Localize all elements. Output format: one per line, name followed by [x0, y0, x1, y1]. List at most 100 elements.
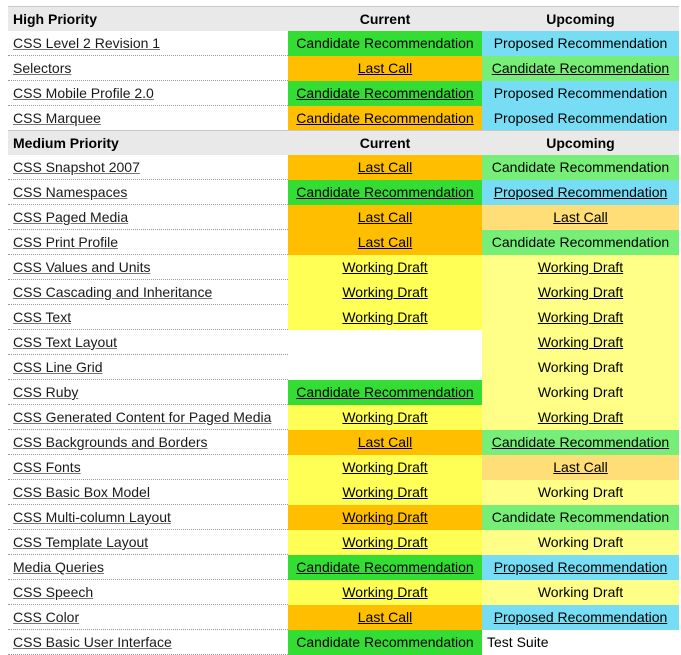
- upcoming-status-cell[interactable]: Candidate Recommendation: [482, 429, 679, 455]
- upcoming-status-link[interactable]: Working Draft: [537, 284, 624, 300]
- current-status-link[interactable]: Last Call: [357, 60, 413, 76]
- current-status-cell[interactable]: Last Call: [288, 429, 482, 455]
- upcoming-status-cell[interactable]: Working Draft: [482, 329, 679, 355]
- upcoming-status-cell: Proposed Recommendation: [482, 80, 679, 106]
- spec-link[interactable]: CSS Paged Media: [13, 209, 129, 225]
- current-status-cell[interactable]: Working Draft: [288, 529, 482, 555]
- current-status-link[interactable]: Last Call: [357, 609, 413, 625]
- spec-link[interactable]: CSS Speech: [13, 584, 94, 600]
- spec-link[interactable]: CSS Generated Content for Paged Media: [13, 409, 272, 425]
- spec-name-cell: CSS Speech: [8, 579, 288, 605]
- spec-link[interactable]: Media Queries: [13, 559, 105, 575]
- current-status-link[interactable]: Candidate Recommendation: [296, 384, 474, 400]
- current-status-cell[interactable]: Last Call: [288, 229, 482, 255]
- upcoming-status-link[interactable]: Working Draft: [537, 309, 624, 325]
- current-status-cell[interactable]: Working Draft: [288, 254, 482, 280]
- current-status-cell[interactable]: Candidate Recommendation: [288, 554, 482, 580]
- current-status-link[interactable]: Working Draft: [342, 584, 428, 600]
- current-status-cell[interactable]: Working Draft: [288, 279, 482, 305]
- current-status-link[interactable]: Candidate Recommendation: [296, 559, 474, 575]
- current-status-link[interactable]: Last Call: [357, 209, 413, 225]
- spec-link[interactable]: CSS Namespaces: [13, 184, 128, 200]
- upcoming-status-cell[interactable]: Proposed Recommendation: [482, 179, 679, 205]
- upcoming-status-cell[interactable]: Working Draft: [482, 404, 679, 430]
- spec-link[interactable]: CSS Snapshot 2007: [13, 159, 140, 175]
- spec-link[interactable]: CSS Fonts: [13, 459, 81, 475]
- upcoming-status-link[interactable]: Working Draft: [537, 259, 624, 275]
- spec-link[interactable]: CSS Color: [13, 609, 80, 625]
- current-status-link[interactable]: Working Draft: [342, 509, 428, 525]
- current-status-cell[interactable]: Working Draft: [288, 579, 482, 605]
- spec-link[interactable]: CSS Marquee: [13, 110, 101, 126]
- spec-link[interactable]: CSS Text: [13, 309, 72, 325]
- current-status-cell[interactable]: Working Draft: [288, 304, 482, 330]
- current-status-cell[interactable]: Working Draft: [288, 479, 482, 505]
- current-status-cell[interactable]: Working Draft: [288, 454, 482, 480]
- current-status-link[interactable]: Working Draft: [342, 309, 428, 325]
- upcoming-status-link[interactable]: Candidate Recommendation: [491, 60, 670, 76]
- spec-link[interactable]: CSS Values and Units: [13, 259, 151, 275]
- spec-name-cell: CSS Color: [8, 604, 288, 630]
- spec-link[interactable]: CSS Basic User Interface: [13, 634, 172, 650]
- upcoming-status-cell[interactable]: Working Draft: [482, 279, 679, 305]
- current-status-link[interactable]: Working Draft: [342, 484, 428, 500]
- current-status-cell[interactable]: Working Draft: [288, 404, 482, 430]
- spec-name-cell: CSS Mobile Profile 2.0: [8, 80, 288, 106]
- current-status-link[interactable]: Working Draft: [342, 284, 428, 300]
- current-status-cell[interactable]: Working Draft: [288, 504, 482, 530]
- spec-link[interactable]: CSS Level 2 Revision 1: [13, 35, 161, 51]
- spec-link[interactable]: CSS Mobile Profile 2.0: [13, 85, 154, 101]
- spec-link[interactable]: CSS Basic Box Model: [13, 484, 150, 500]
- upcoming-status-cell[interactable]: Proposed Recommendation: [482, 604, 679, 630]
- current-status-cell[interactable]: Last Call: [288, 155, 482, 180]
- upcoming-status-link[interactable]: Working Draft: [537, 409, 624, 425]
- spec-link[interactable]: CSS Line Grid: [13, 359, 103, 375]
- spec-link[interactable]: CSS Template Layout: [13, 534, 149, 550]
- current-status-link[interactable]: Candidate Recommendation: [296, 184, 474, 200]
- spec-name-cell: CSS Basic User Interface: [8, 629, 288, 655]
- spec-row: CSS Paged Media Last Call Last Call: [8, 204, 679, 230]
- upcoming-status-cell[interactable]: Last Call: [482, 204, 679, 230]
- group-title: Medium Priority: [8, 130, 288, 155]
- upcoming-status-link[interactable]: Proposed Recommendation: [493, 184, 668, 200]
- spec-link[interactable]: CSS Ruby: [13, 384, 79, 400]
- spec-link[interactable]: Selectors: [13, 60, 72, 76]
- upcoming-status-link[interactable]: Working Draft: [537, 334, 624, 350]
- current-status-cell[interactable]: Last Call: [288, 204, 482, 230]
- current-status-link[interactable]: Working Draft: [342, 259, 428, 275]
- spec-link[interactable]: CSS Print Profile: [13, 234, 119, 250]
- current-status-link[interactable]: Candidate Recommendation: [296, 85, 474, 101]
- upcoming-status-link[interactable]: Last Call: [553, 209, 608, 225]
- upcoming-status-cell: Working Draft: [482, 379, 679, 405]
- upcoming-status-cell[interactable]: Working Draft: [482, 254, 679, 280]
- current-status-link[interactable]: Last Call: [357, 159, 413, 176]
- spec-row: CSS Print Profile Last Call Candidate Reco…: [8, 229, 679, 255]
- spec-link[interactable]: CSS Backgrounds and Borders: [13, 434, 208, 450]
- current-status-link[interactable]: Working Draft: [342, 459, 428, 475]
- upcoming-status-link[interactable]: Proposed Recommendation: [493, 609, 668, 625]
- spec-link[interactable]: CSS Cascading and Inheritance: [13, 284, 213, 300]
- spec-link[interactable]: CSS Text Layout: [13, 334, 118, 350]
- current-status-cell[interactable]: Candidate Recommendation: [288, 179, 482, 205]
- upcoming-status-cell[interactable]: Working Draft: [482, 304, 679, 330]
- upcoming-status-link[interactable]: Candidate Recommendation: [491, 434, 670, 450]
- upcoming-status-cell[interactable]: Last Call: [482, 454, 679, 480]
- current-status-text: Candidate Recommendation: [296, 634, 474, 650]
- upcoming-status-cell[interactable]: Proposed Recommendation: [482, 554, 679, 580]
- upcoming-status-link[interactable]: Proposed Recommendation: [493, 559, 668, 575]
- upcoming-status-cell[interactable]: Candidate Recommendation: [482, 55, 679, 81]
- current-status-cell[interactable]: Candidate Recommendation: [288, 379, 482, 405]
- current-status-cell[interactable]: Candidate Recommendation: [288, 105, 482, 131]
- current-status-link[interactable]: Last Call: [357, 234, 413, 250]
- current-status-cell[interactable]: Candidate Recommendation: [288, 80, 482, 106]
- current-status-link[interactable]: Last Call: [357, 434, 413, 450]
- current-status-link[interactable]: Candidate Recommendation: [296, 109, 474, 126]
- current-status-cell[interactable]: Last Call: [288, 604, 482, 630]
- current-status-cell: [288, 354, 482, 380]
- upcoming-status-link[interactable]: Last Call: [553, 459, 608, 475]
- current-status-cell[interactable]: Last Call: [288, 55, 482, 81]
- current-status-link[interactable]: Working Draft: [342, 534, 428, 550]
- spec-link[interactable]: CSS Multi-column Layout: [13, 509, 171, 525]
- current-status-link[interactable]: Working Draft: [342, 409, 428, 425]
- spec-row: CSS Multi-column Layout Working Draft Cand…: [8, 504, 679, 530]
